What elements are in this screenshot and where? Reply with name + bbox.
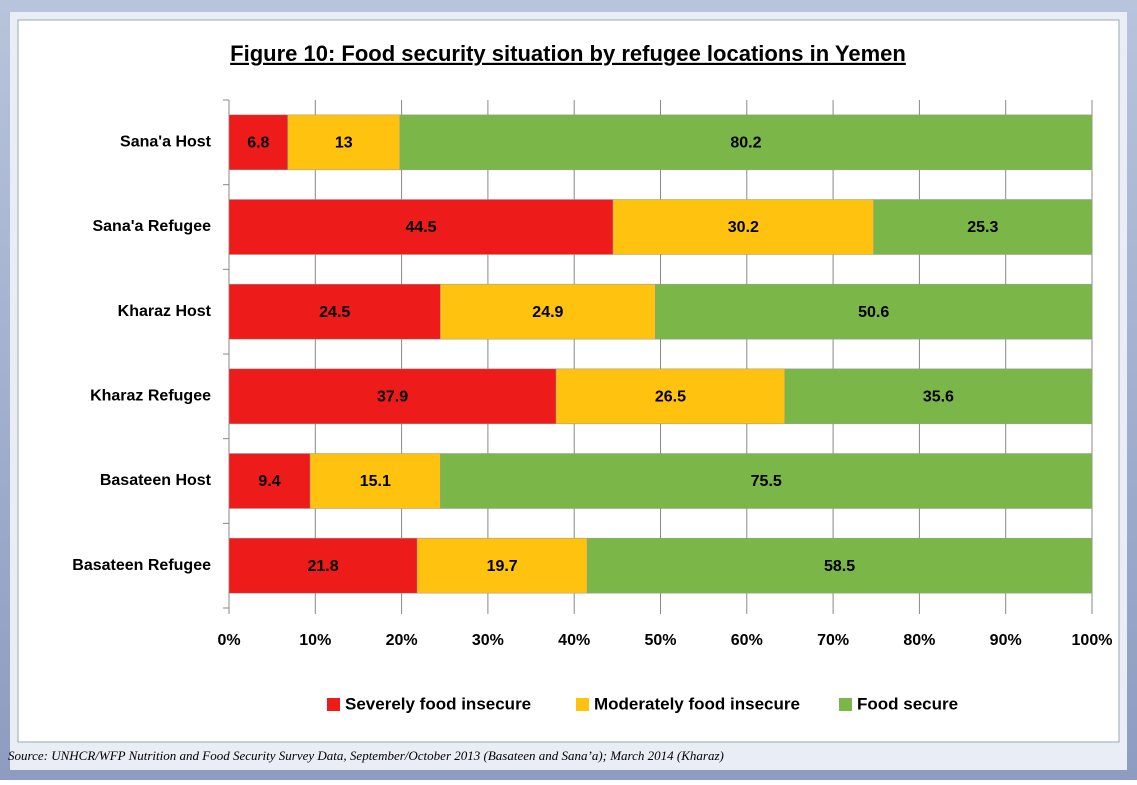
- bar-segment: [555, 368, 786, 425]
- bar-segment: [784, 368, 1093, 425]
- bar-segment: [228, 368, 557, 425]
- chart-title: Figure 10: Food security situation by re…: [230, 41, 906, 66]
- bar-segment: [228, 199, 614, 255]
- data-label: 80.2: [730, 135, 761, 152]
- data-label: 58.5: [824, 558, 855, 575]
- bar-segment: [287, 114, 401, 171]
- x-tick-label: 90%: [990, 632, 1022, 649]
- legend-swatch: [327, 698, 340, 711]
- legend-label: Food secure: [857, 694, 958, 713]
- data-label: 21.8: [307, 558, 338, 575]
- source: Source: UNHCR/WFP Nutrition and Food Sec…: [8, 748, 724, 763]
- data-label: 50.6: [858, 304, 889, 321]
- bar-segment: [612, 199, 874, 255]
- bar-segment: [228, 114, 288, 171]
- legend-label: Moderately food insecure: [594, 694, 800, 713]
- y-tick-label: Kharaz Refugee: [90, 388, 211, 405]
- bar-segment: [309, 453, 441, 509]
- x-tick-label: 40%: [558, 632, 590, 649]
- bar-segment: [440, 453, 1093, 509]
- bar-segment: [228, 537, 418, 594]
- data-label: 44.5: [405, 219, 436, 236]
- bar-segment: [655, 283, 1093, 340]
- data-label: 75.5: [751, 473, 782, 490]
- data-label: 15.1: [360, 473, 391, 490]
- data-label: 26.5: [655, 389, 686, 406]
- x-tick-label: 20%: [386, 632, 418, 649]
- data-label: 19.7: [487, 558, 518, 575]
- data-label: 37.9: [377, 389, 408, 406]
- x-tick-label: 80%: [903, 632, 935, 649]
- bar-segment: [440, 283, 656, 340]
- bar-segment: [228, 453, 311, 509]
- legend-swatch: [839, 698, 852, 711]
- data-label: 9.4: [258, 473, 280, 490]
- legend-swatch: [576, 698, 589, 711]
- data-label: 25.3: [967, 219, 998, 236]
- legend-label: Severely food insecure: [345, 694, 531, 713]
- data-label: 13: [335, 135, 353, 152]
- bar-segment: [873, 199, 1093, 255]
- bar-segment: [399, 114, 1093, 171]
- y-tick-label: Basateen Refugee: [72, 557, 211, 574]
- x-tick-label: 50%: [644, 632, 676, 649]
- x-tick-label: 60%: [731, 632, 763, 649]
- data-label: 24.5: [319, 304, 350, 321]
- y-tick-label: Kharaz Host: [118, 303, 212, 320]
- bar-segment: [228, 283, 441, 340]
- bar-segment: [416, 537, 588, 594]
- x-tick-label: 30%: [472, 632, 504, 649]
- x-tick-label: 0%: [217, 632, 240, 649]
- y-tick-label: Basateen Host: [100, 472, 212, 489]
- x-tick-label: 70%: [817, 632, 849, 649]
- x-tick-label: 100%: [1072, 632, 1113, 649]
- data-label: 24.9: [532, 304, 563, 321]
- data-label: 35.6: [923, 389, 954, 406]
- bar-segment: [586, 537, 1093, 594]
- y-tick-label: Sana'a Host: [120, 134, 212, 151]
- x-tick-label: 10%: [299, 632, 331, 649]
- y-tick-label: Sana'a Refugee: [92, 218, 211, 235]
- data-label: 6.8: [247, 135, 269, 152]
- data-label: 30.2: [728, 219, 759, 236]
